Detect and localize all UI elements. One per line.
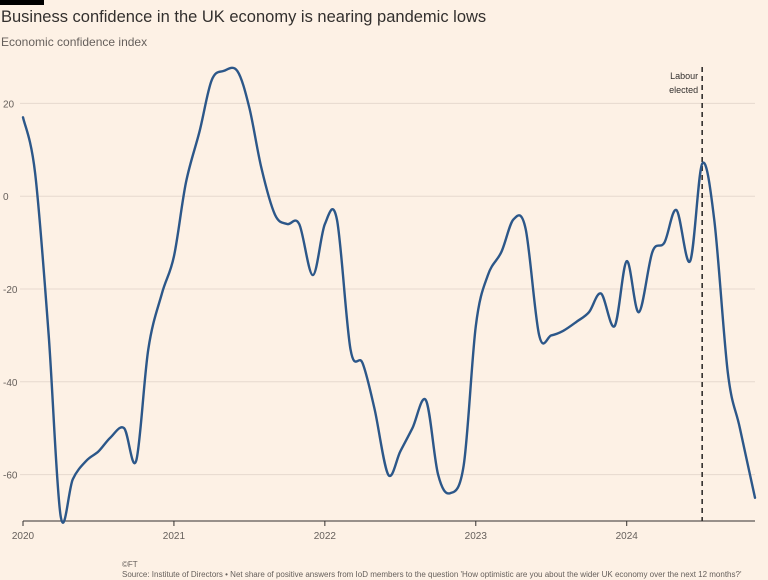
x-tick-label: 2022	[314, 531, 337, 542]
y-tick-label: -40	[3, 378, 18, 389]
ft-brand-bar	[0, 0, 44, 5]
x-tick-label: 2021	[163, 531, 186, 542]
source-note: Source: Institute of Directors • Net sha…	[122, 570, 742, 579]
chart-subtitle: Economic confidence index	[1, 35, 148, 49]
annotation-label-line1: Labour	[670, 71, 698, 81]
y-tick-label: 20	[3, 99, 15, 110]
x-tick-label: 2020	[12, 531, 35, 542]
y-tick-label: -60	[3, 471, 18, 482]
x-tick-label: 2023	[465, 531, 488, 542]
y-tick-label: 0	[3, 192, 9, 203]
ft-credit: ©FT	[122, 560, 138, 569]
annotation-label-line2: elected	[669, 85, 698, 95]
chart-title: Business confidence in the UK economy is…	[1, 8, 487, 26]
x-tick-label: 2024	[616, 531, 639, 542]
y-tick-label: -20	[3, 285, 18, 296]
series-line-confidence-index	[21, 66, 757, 524]
